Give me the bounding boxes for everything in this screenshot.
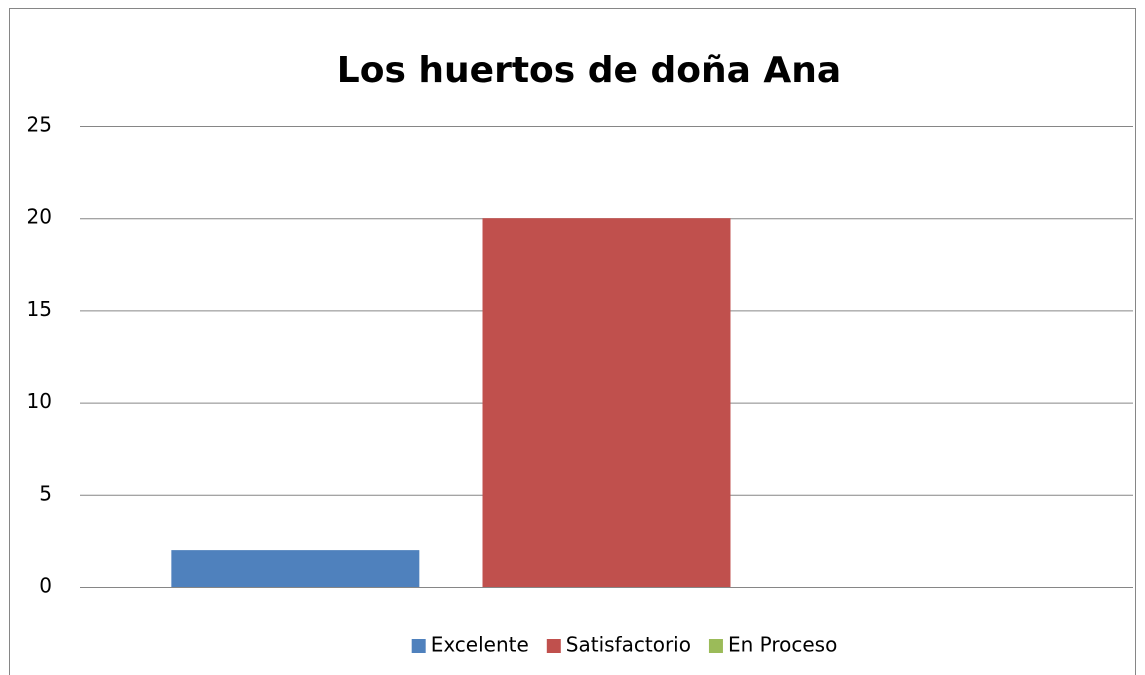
y-tick-label: 10 bbox=[27, 389, 52, 413]
chart-title: Los huertos de doña Ana bbox=[337, 50, 841, 91]
legend-label: Satisfactorio bbox=[566, 633, 691, 657]
y-tick-label: 15 bbox=[27, 297, 52, 321]
bar bbox=[482, 218, 731, 587]
legend-label: Excelente bbox=[431, 633, 529, 657]
legend-swatch bbox=[708, 639, 723, 653]
y-tick-label: 0 bbox=[39, 574, 52, 598]
y-tick-label: 5 bbox=[39, 481, 52, 505]
legend-swatch bbox=[411, 639, 426, 653]
bar bbox=[171, 550, 420, 587]
y-tick-label: 25 bbox=[27, 113, 52, 137]
y-tick-label: 20 bbox=[27, 205, 52, 229]
legend-swatch bbox=[546, 639, 561, 653]
legend-label: En Proceso bbox=[728, 633, 837, 657]
